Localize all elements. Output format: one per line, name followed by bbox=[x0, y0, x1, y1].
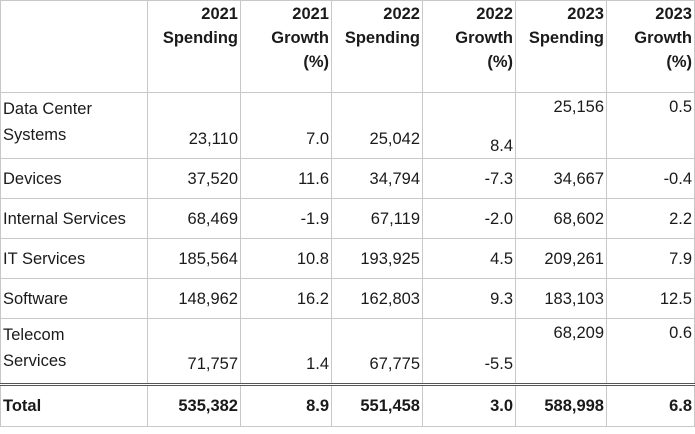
total-2021-growth: 8.9 bbox=[240, 383, 332, 427]
cell-2023-spending: 68,602 bbox=[515, 198, 607, 239]
row-label: Telecom Services bbox=[0, 318, 148, 385]
header-2021-spending: 2021 Spending bbox=[147, 0, 241, 93]
total-2023-spending: 588,998 bbox=[515, 383, 607, 427]
row-label: IT Services bbox=[0, 238, 148, 279]
table-row: Devices 37,520 11.6 34,794 -7.3 34,667 -… bbox=[0, 158, 695, 199]
cell-2023-growth: 0.6 bbox=[606, 318, 695, 385]
cell-2023-growth: 2.2 bbox=[606, 198, 695, 239]
row-label: Software bbox=[0, 278, 148, 319]
table-row: Internal Services 68,469 -1.9 67,119 -2.… bbox=[0, 198, 695, 239]
cell-2021-spending: 148,962 bbox=[147, 278, 241, 319]
table-row: Data Center Systems 23,110 7.0 25,042 8.… bbox=[0, 92, 695, 159]
cell-2023-spending: 68,209 bbox=[515, 318, 607, 385]
cell-2023-growth: -0.4 bbox=[606, 158, 695, 199]
cell-2023-growth: 0.5 bbox=[606, 92, 695, 159]
row-label: Internal Services bbox=[0, 198, 148, 239]
cell-2021-spending: 23,110 bbox=[147, 92, 241, 159]
cell-2022-growth: 4.5 bbox=[422, 238, 516, 279]
total-2022-spending: 551,458 bbox=[331, 383, 423, 427]
header-2022-spending: 2022 Spending bbox=[331, 0, 423, 93]
cell-2021-growth: 10.8 bbox=[240, 238, 332, 279]
cell-2023-spending: 209,261 bbox=[515, 238, 607, 279]
row-label: Devices bbox=[0, 158, 148, 199]
total-row: Total 535,382 8.9 551,458 3.0 588,998 6.… bbox=[0, 383, 695, 427]
total-2022-growth: 3.0 bbox=[422, 383, 516, 427]
cell-2022-growth: -2.0 bbox=[422, 198, 516, 239]
cell-2023-spending: 183,103 bbox=[515, 278, 607, 319]
cell-2021-growth: 1.4 bbox=[240, 318, 332, 385]
cell-2022-spending: 67,775 bbox=[331, 318, 423, 385]
total-2023-growth: 6.8 bbox=[606, 383, 695, 427]
table-row: Software 148,962 16.2 162,803 9.3 183,10… bbox=[0, 278, 695, 319]
cell-2022-growth: 8.4 bbox=[422, 92, 516, 159]
header-2023-spending: 2023 Spending bbox=[515, 0, 607, 93]
header-2022-growth: 2022 Growth (%) bbox=[422, 0, 516, 93]
total-label: Total bbox=[0, 383, 148, 427]
cell-2022-spending: 25,042 bbox=[331, 92, 423, 159]
cell-2022-growth: -5.5 bbox=[422, 318, 516, 385]
cell-2021-spending: 71,757 bbox=[147, 318, 241, 385]
cell-2021-spending: 185,564 bbox=[147, 238, 241, 279]
cell-2022-spending: 67,119 bbox=[331, 198, 423, 239]
row-label: Data Center Systems bbox=[0, 92, 148, 159]
cell-2023-spending: 34,667 bbox=[515, 158, 607, 199]
cell-2022-spending: 162,803 bbox=[331, 278, 423, 319]
cell-2021-growth: -1.9 bbox=[240, 198, 332, 239]
table-row: IT Services 185,564 10.8 193,925 4.5 209… bbox=[0, 238, 695, 279]
header-2023-growth: 2023 Growth (%) bbox=[606, 0, 695, 93]
cell-2021-growth: 7.0 bbox=[240, 92, 332, 159]
cell-2022-spending: 34,794 bbox=[331, 158, 423, 199]
table-row: Telecom Services 71,757 1.4 67,775 -5.5 … bbox=[0, 318, 695, 385]
cell-2021-spending: 37,520 bbox=[147, 158, 241, 199]
cell-2021-spending: 68,469 bbox=[147, 198, 241, 239]
cell-2022-growth: -7.3 bbox=[422, 158, 516, 199]
header-category-cell bbox=[0, 0, 148, 93]
cell-2023-growth: 7.9 bbox=[606, 238, 695, 279]
cell-2023-growth: 12.5 bbox=[606, 278, 695, 319]
cell-2022-growth: 9.3 bbox=[422, 278, 516, 319]
cell-2021-growth: 16.2 bbox=[240, 278, 332, 319]
header-2021-growth: 2021 Growth (%) bbox=[240, 0, 332, 93]
cell-2021-growth: 11.6 bbox=[240, 158, 332, 199]
total-2021-spending: 535,382 bbox=[147, 383, 241, 427]
cell-2022-spending: 193,925 bbox=[331, 238, 423, 279]
cell-2023-spending: 25,156 bbox=[515, 92, 607, 159]
header-row: 2021 Spending 2021 Growth (%) 2022 Spend… bbox=[0, 0, 695, 93]
